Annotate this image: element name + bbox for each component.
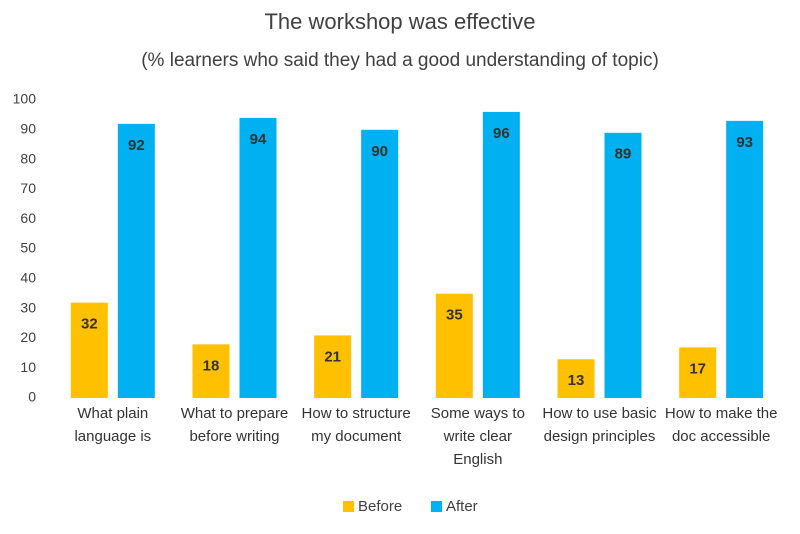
data-label: 13 — [568, 372, 585, 389]
y-tick-label: 40 — [20, 270, 36, 286]
y-tick-label: 20 — [20, 329, 36, 345]
chart-subtitle: (% learners who said they had a good und… — [141, 50, 659, 71]
bar — [557, 359, 595, 398]
y-tick-label: 0 — [28, 389, 36, 405]
y-tick-label: 80 — [20, 150, 36, 166]
data-label: 18 — [203, 357, 220, 374]
data-label: 35 — [446, 307, 463, 324]
x-tick-label: What to prepare before writing — [180, 405, 289, 445]
legend-label: Before — [358, 498, 402, 515]
y-tick-label: 30 — [20, 299, 36, 315]
data-label: 32 — [81, 316, 98, 333]
bar — [192, 344, 230, 398]
bar — [117, 123, 155, 398]
bar — [361, 129, 399, 399]
data-label: 21 — [324, 348, 341, 365]
legend-swatch — [343, 501, 354, 512]
y-tick-label: 90 — [20, 121, 36, 137]
data-label: 17 — [689, 360, 706, 377]
x-tick-label: How to structure my document — [301, 405, 411, 445]
bar — [435, 293, 473, 398]
data-label: 96 — [493, 125, 510, 142]
bar — [726, 120, 764, 399]
legend-label: After — [446, 498, 478, 515]
bar — [239, 117, 277, 398]
bar — [482, 111, 520, 399]
y-tick-label: 100 — [13, 91, 37, 107]
y-tick-label: 60 — [20, 210, 36, 226]
bar — [314, 335, 352, 398]
bar — [70, 302, 108, 398]
data-label: 94 — [250, 131, 267, 148]
y-tick-label: 10 — [20, 359, 36, 375]
chart-title: The workshop was effective — [264, 9, 535, 34]
data-label: 92 — [128, 137, 145, 154]
bar — [679, 347, 717, 398]
x-tick-label: How to use basic design principles — [542, 405, 657, 445]
x-tick-label: How to make the doc accessible — [664, 405, 778, 445]
data-label: 89 — [615, 146, 632, 163]
data-label: 93 — [736, 134, 753, 151]
y-tick-label: 50 — [20, 240, 36, 256]
x-tick-label: What plain language is — [74, 405, 152, 445]
bar — [604, 132, 642, 398]
x-tick-label: Some ways to write clear English — [430, 405, 525, 468]
data-label: 90 — [371, 143, 388, 160]
legend-swatch — [431, 501, 442, 512]
y-tick-label: 70 — [20, 180, 36, 196]
